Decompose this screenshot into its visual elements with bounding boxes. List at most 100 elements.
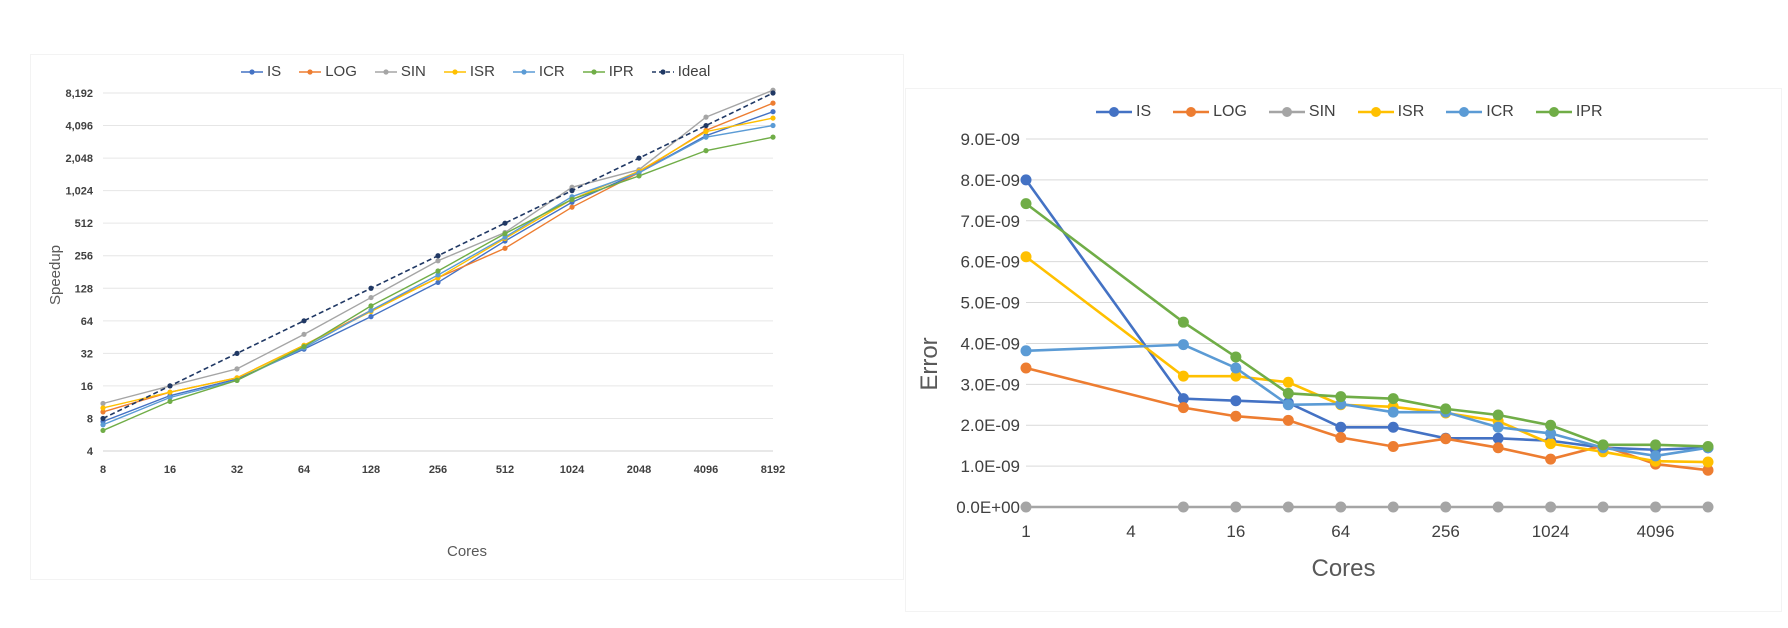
error-point-icr — [1020, 345, 1032, 357]
speedup-point-ideal — [636, 155, 642, 161]
speedup-point-log — [100, 409, 106, 415]
speedup-point-sin — [703, 114, 709, 120]
speedup-line-sin — [102, 89, 774, 405]
speedup-y-tick-label: 4,096 — [65, 121, 93, 133]
legend-swatch-is — [1096, 107, 1132, 117]
speedup-y-tick-label: 1,024 — [65, 186, 93, 198]
speedup-point-ideal — [167, 383, 173, 389]
legend-label-isr: ISR — [469, 63, 495, 80]
legend-label-ipr: IPR — [1575, 103, 1603, 120]
speedup-y-tick-label: 256 — [75, 251, 93, 263]
legend-swatch-icr — [1446, 107, 1483, 117]
speedup-y-tick-label: 8,192 — [65, 88, 93, 100]
legend-marker-ipr — [591, 68, 597, 75]
legend-marker-sin — [1281, 107, 1292, 117]
error-point-is — [1177, 393, 1189, 405]
legend-item-icr: ICR — [1446, 103, 1514, 121]
speedup-point-icr — [703, 134, 709, 140]
speedup-series-is — [100, 109, 776, 425]
speedup-x-tick-label: 8192 — [761, 464, 785, 476]
speedup-point-is — [770, 109, 776, 115]
speedup-x-axis-title: Cores — [446, 543, 487, 560]
error-point-icr — [1492, 421, 1504, 433]
error-y-tick-label: 0.0E+00 — [956, 498, 1020, 517]
error-point-ipr — [1597, 439, 1609, 451]
speedup-y-tick-label: 16 — [81, 381, 93, 393]
legend-label-log: LOG — [1213, 103, 1247, 120]
error-point-log — [1177, 402, 1189, 414]
speedup-x-tick-label: 32 — [231, 464, 243, 476]
error-point-icr — [1650, 450, 1662, 462]
speedup-point-ipr — [100, 427, 106, 434]
speedup-x-tick-label: 4096 — [694, 464, 718, 476]
legend-swatch-log — [299, 68, 322, 75]
error-point-ipr — [1282, 387, 1294, 399]
error-point-sin — [1335, 501, 1347, 513]
error-point-ipr — [1230, 351, 1242, 363]
error-point-is — [1335, 421, 1347, 433]
legend-marker-is — [249, 68, 255, 75]
speedup-point-ipr — [167, 398, 173, 405]
legend-label-is: IS — [267, 63, 282, 80]
legend-swatch-is — [241, 68, 263, 75]
speedup-point-ipr — [435, 268, 441, 274]
error-point-ipr — [1650, 439, 1662, 451]
error-point-sin — [1545, 501, 1557, 513]
legend-marker-isr — [452, 68, 458, 75]
legend-swatch-sin — [1268, 107, 1305, 117]
error-line-ipr — [1025, 202, 1709, 448]
speedup-point-log — [502, 245, 508, 251]
legend-label-is: IS — [1136, 103, 1152, 120]
error-chart: IS LOG SIN ISR ICR IPR 0.0E+00 1.0E-09 2.0E-09 3… — [905, 88, 1782, 612]
legend-item-is: IS — [1096, 103, 1151, 121]
speedup-point-ideal — [770, 90, 776, 96]
speedup-point-isr — [703, 129, 709, 135]
error-point-ipr — [1702, 440, 1714, 452]
speedup-point-log — [770, 100, 776, 106]
error-gridlines — [1026, 138, 1708, 508]
speedup-y-tick-label: 32 — [81, 348, 93, 360]
speedup-y-tick-label: 4 — [87, 446, 94, 458]
error-point-log — [1440, 433, 1452, 445]
speedup-point-ideal — [100, 415, 106, 422]
legend-marker-icr — [521, 68, 527, 75]
legend-item-isr: ISR — [443, 63, 495, 80]
error-point-icr — [1177, 339, 1189, 351]
legend-label-ideal: Ideal — [677, 63, 711, 80]
error-point-is — [1020, 174, 1032, 186]
speedup-x-tick-label: 128 — [362, 464, 380, 476]
legend-swatch-isr — [1357, 107, 1394, 117]
error-y-tick-label: 1.0E-09 — [960, 457, 1020, 476]
legend-label-sin: SIN — [400, 63, 426, 80]
error-point-is — [1492, 432, 1504, 444]
error-point-isr — [1702, 456, 1714, 468]
legend-item-log: LOG — [299, 63, 357, 80]
speedup-x-tick-label: 16 — [164, 464, 176, 476]
speedup-point-log — [569, 204, 575, 210]
speedup-legend: IS LOG SIN ISR ICR IPR Ideal — [241, 63, 728, 80]
error-point-is — [1230, 395, 1242, 407]
speedup-point-ipr — [368, 303, 374, 309]
error-point-icr — [1230, 362, 1242, 374]
speedup-point-ideal — [301, 318, 307, 324]
speedup-point-ideal — [502, 220, 508, 226]
error-point-sin — [1282, 501, 1294, 513]
error-point-isr — [1282, 376, 1294, 388]
legend-label-log: LOG — [325, 63, 357, 80]
speedup-y-tick-label: 2,048 — [65, 153, 93, 165]
legend-item-icr: ICR — [512, 63, 565, 80]
error-point-ipr — [1545, 419, 1557, 431]
error-x-tick-label: 4 — [1126, 522, 1135, 541]
speedup-point-icr — [770, 122, 776, 129]
error-point-log — [1387, 440, 1399, 452]
error-plot: 0.0E+00 1.0E-09 2.0E-09 3.0E-09 4.0E-09 5.0E-… — [956, 130, 1714, 541]
error-series-is — [1020, 174, 1714, 456]
error-point-ipr — [1177, 316, 1189, 328]
speedup-point-ipr — [703, 148, 709, 154]
error-point-log — [1492, 442, 1504, 454]
legend-label-sin: SIN — [1308, 103, 1336, 120]
error-point-sin — [1492, 501, 1504, 513]
legend-marker-sin — [383, 68, 389, 75]
speedup-point-ipr — [502, 231, 508, 237]
